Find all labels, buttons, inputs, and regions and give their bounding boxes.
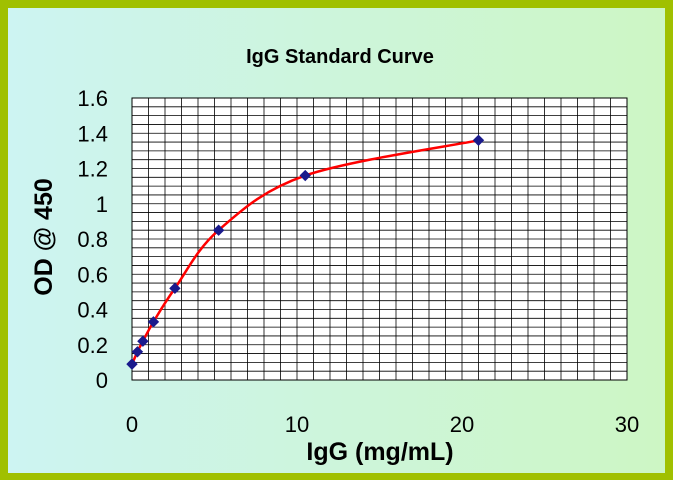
- plot-border: [131, 97, 628, 381]
- x-tick-label: 30: [615, 412, 639, 437]
- data-point-marker: [299, 169, 311, 182]
- y-tick-label: 0: [96, 368, 108, 393]
- y-tick-label: 0.4: [77, 298, 108, 323]
- y-tick-label: 1.2: [77, 157, 108, 182]
- x-axis-title: IgG (mg/mL): [306, 438, 453, 466]
- x-tick-label: 20: [450, 412, 474, 437]
- data-point-marker: [169, 282, 181, 295]
- data-point-marker: [472, 134, 485, 147]
- x-tick-label: 0: [126, 412, 138, 437]
- y-tick-label: 0.6: [77, 262, 108, 287]
- y-tick-label: 1.4: [77, 121, 108, 146]
- y-tick-label: 0.8: [77, 227, 108, 252]
- data-point-marker: [131, 346, 144, 358]
- x-tick-labels: 0 10 20 30: [126, 412, 639, 437]
- data-point-marker: [137, 335, 149, 347]
- x-tick-label: 10: [285, 412, 309, 437]
- y-axis-title: OD @ 450: [30, 178, 58, 295]
- chart-title: IgG Standard Curve: [246, 46, 434, 68]
- grid-lines: [132, 98, 627, 380]
- y-tick-label: 0.2: [77, 333, 108, 358]
- y-tick-labels: 0 0.2 0.4 0.6 0.8 1 1.2 1.4 1.6: [77, 86, 108, 393]
- data-point-marker: [126, 358, 138, 370]
- data-markers: [126, 134, 485, 370]
- data-point-marker: [212, 224, 225, 236]
- y-tick-label: 1.6: [77, 86, 108, 111]
- y-tick-label: 1: [96, 192, 108, 217]
- data-point-marker: [147, 316, 160, 328]
